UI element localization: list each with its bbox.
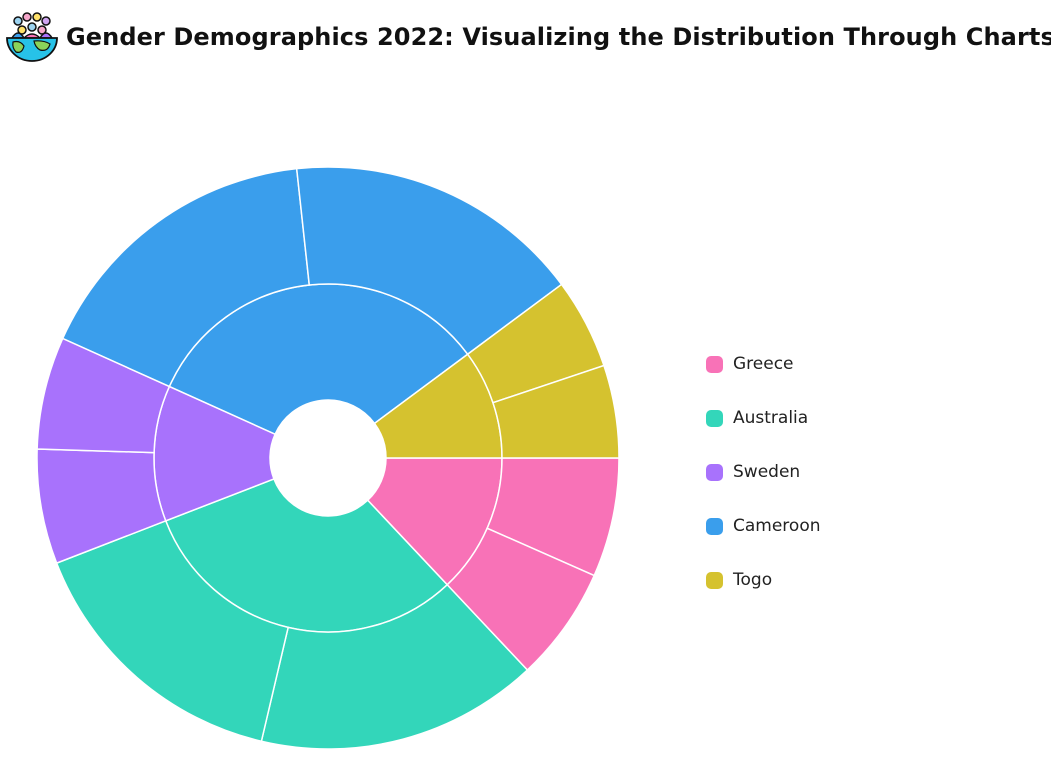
outer-slice-cameroon-2[interactable] xyxy=(295,166,563,356)
legend-item-cameroon[interactable]: Cameroon xyxy=(706,499,821,553)
legend-swatch xyxy=(706,571,723,589)
legend-label: Sweden xyxy=(733,462,801,482)
chart-title: Gender Demographics 2022: Visualizing th… xyxy=(66,23,1051,51)
legend-item-greece[interactable]: Greece xyxy=(706,337,821,391)
legend-swatch xyxy=(706,409,723,427)
outer-slice-cameroon-1[interactable] xyxy=(61,167,311,388)
legend-label: Togo xyxy=(733,570,773,590)
legend-swatch xyxy=(706,517,723,535)
legend-label: Australia xyxy=(733,408,809,428)
outer-slice-togo-2[interactable] xyxy=(492,364,620,459)
legend-swatch xyxy=(706,463,723,481)
legend-label: Cameroon xyxy=(733,516,821,536)
chart-header: Gender Demographics 2022: Visualizing th… xyxy=(4,10,1051,64)
outer-slice-australia-1[interactable] xyxy=(260,583,529,750)
legend-item-australia[interactable]: Australia xyxy=(706,391,821,445)
legend-label: Greece xyxy=(733,354,794,374)
chart-legend: Greece Australia Sweden Cameroon Togo xyxy=(706,337,821,607)
legend-item-sweden[interactable]: Sweden xyxy=(706,445,821,499)
legend-item-togo[interactable]: Togo xyxy=(706,553,821,607)
people-globe-icon xyxy=(6,12,58,62)
legend-swatch xyxy=(706,355,723,373)
